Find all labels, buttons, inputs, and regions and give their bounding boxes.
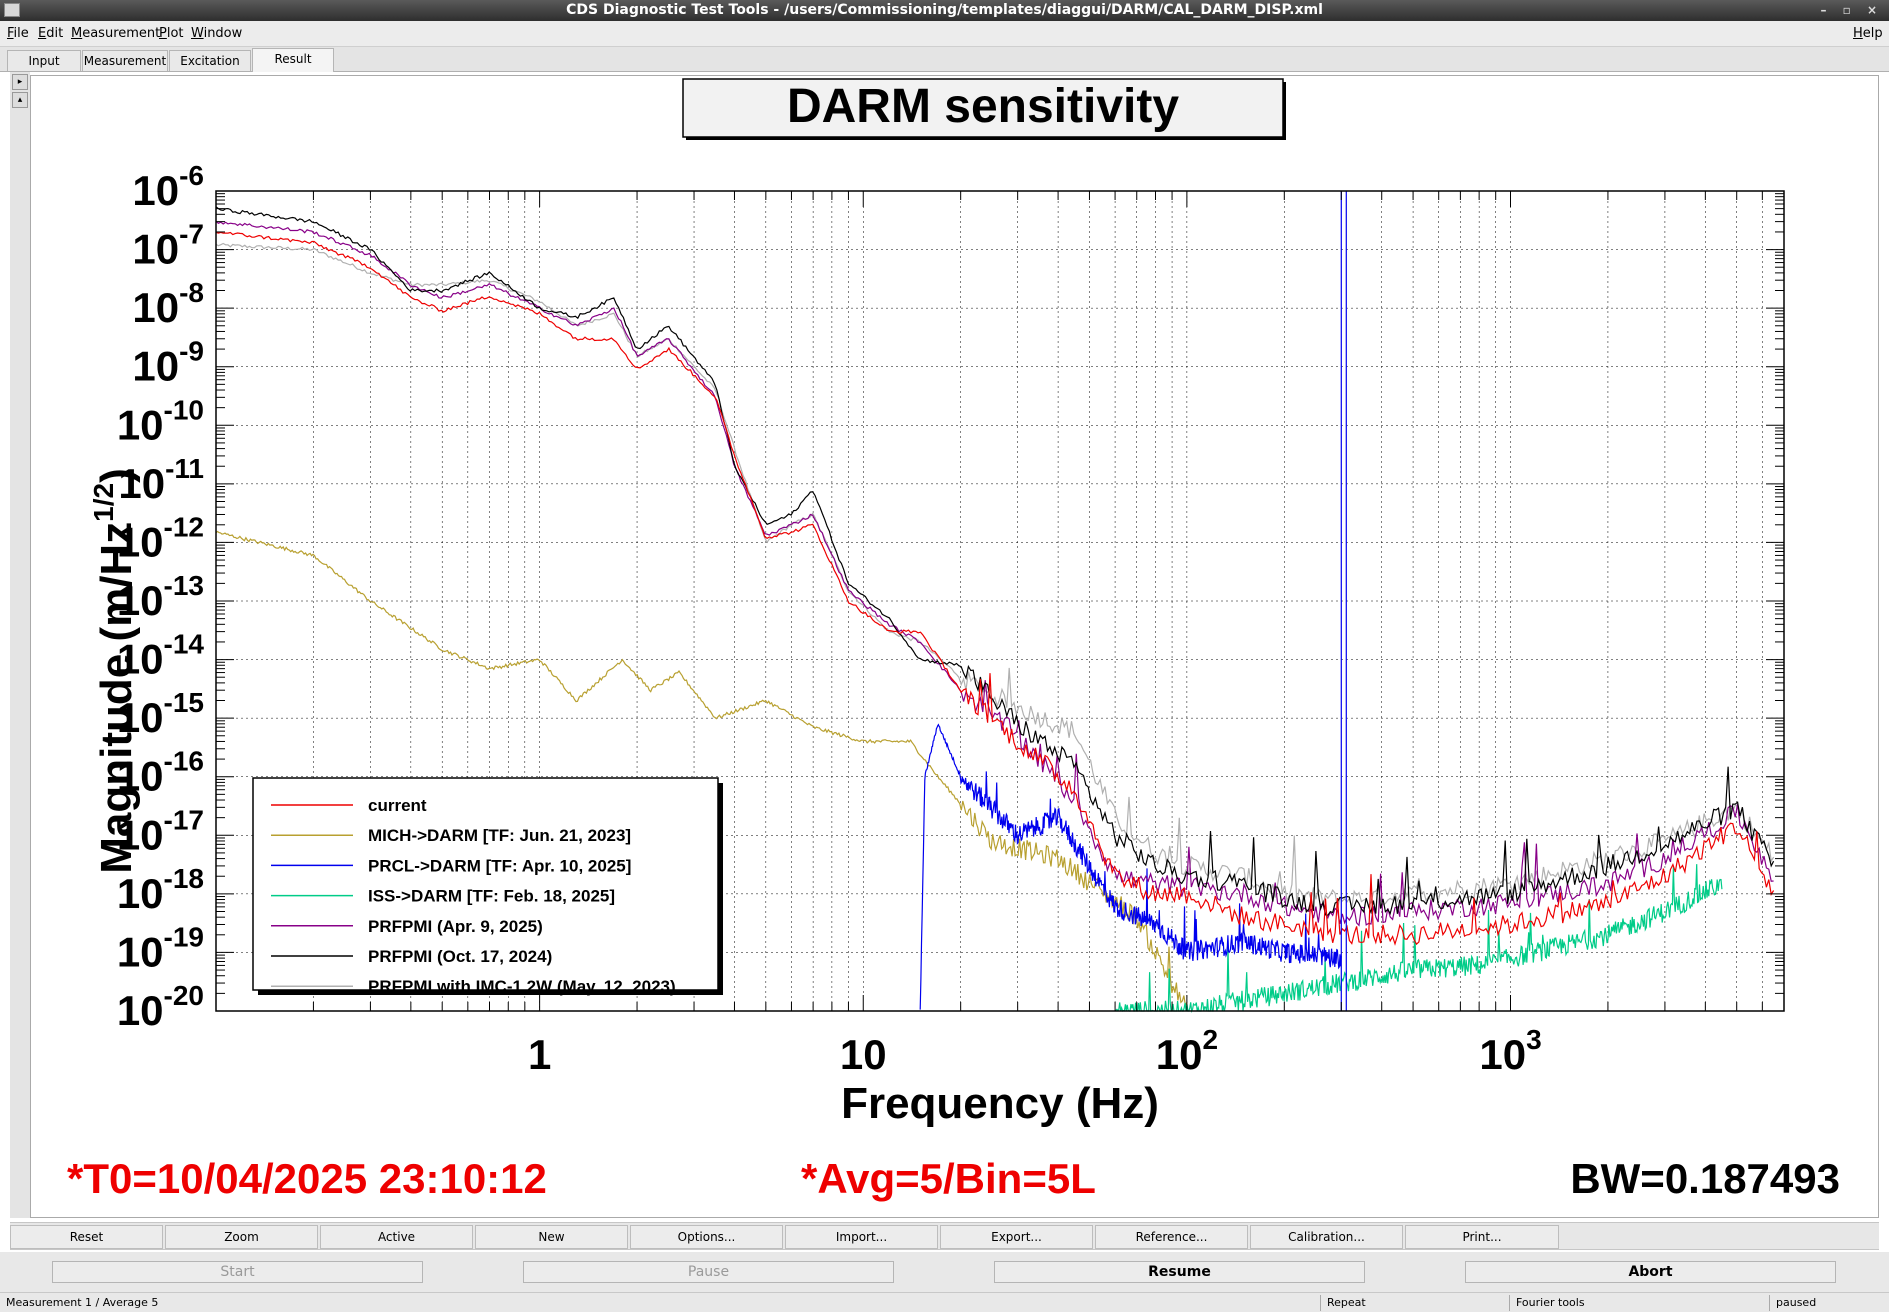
title-box: DARM sensitivity <box>682 78 1286 140</box>
tab-input[interactable]: Input <box>7 50 81 71</box>
y-tick-label: 10-11 <box>118 453 204 507</box>
menu-measurement[interactable]: Measurement <box>71 26 161 41</box>
y-tick-label: 10-18 <box>117 863 204 917</box>
reference-button[interactable]: Reference... <box>1095 1225 1248 1249</box>
y-tick-label: 10-9 <box>132 336 204 390</box>
y-tick-label: 10-17 <box>117 804 204 858</box>
x-tick-label: 103 <box>1479 1024 1541 1078</box>
x-axis-label: Frequency (Hz) <box>841 1079 1159 1128</box>
window-title: CDS Diagnostic Test Tools - /users/Commi… <box>566 2 1323 18</box>
legend-label: PRFPMI with IMC-1.2W (May. 12, 2023) <box>368 977 676 996</box>
y-tick-label: 10-6 <box>132 160 204 214</box>
x-tick-label: 10 <box>840 1031 887 1078</box>
bandwidth-label: BW=0.187493 <box>1570 1155 1840 1202</box>
x-tick-label: 1 <box>528 1031 551 1078</box>
status-repeat: Repeat <box>1327 1296 1366 1309</box>
series-layer <box>215 191 1775 1014</box>
plot-side-panel: ▸ ▴ <box>10 72 30 1218</box>
y-tick-label: 10-19 <box>117 921 204 975</box>
plot-pad[interactable]: 10-6 10-7 10-8 10-9 10-10 10-11 10-12 10-13 10-1… <box>30 75 1879 1218</box>
series-line <box>215 206 1775 916</box>
calibration-button[interactable]: Calibration... <box>1250 1225 1403 1249</box>
plot-toolbar: Reset Zoom Active New Options... Import.… <box>10 1222 1879 1250</box>
menu-plot[interactable]: Plot <box>159 26 184 41</box>
legend: current MICH->DARM [TF: Jun. 21, 2023] PRC… <box>252 777 723 996</box>
y-tick-label: 10-7 <box>132 219 204 273</box>
tab-bar: Input Measurement Excitation Result <box>0 47 1889 72</box>
export-button[interactable]: Export... <box>940 1225 1093 1249</box>
axes <box>215 190 1785 1012</box>
menu-help[interactable]: Help <box>1853 26 1883 41</box>
menu-file[interactable]: File <box>7 26 29 41</box>
menu-bar: File Edit Measurement Plot Window Help <box>0 21 1889 47</box>
y-axis-label: Magnitude (m/Hz1/2) <box>88 468 141 874</box>
y-tick-label: 10-15 <box>117 687 204 741</box>
tab-excitation[interactable]: Excitation <box>169 50 251 71</box>
legend-label: PRFPMI (Apr. 9, 2025) <box>368 917 543 936</box>
x-tick-label: 102 <box>1156 1024 1218 1078</box>
print-button[interactable]: Print... <box>1405 1225 1559 1249</box>
y-tick-label: 10-14 <box>117 629 205 683</box>
series-line <box>919 723 1342 1010</box>
y-tick-label: 10-20 <box>117 980 204 1034</box>
series-line <box>215 231 1775 946</box>
t0-label: *T0=10/04/2025 23:10:12 <box>67 1155 547 1202</box>
options-button[interactable]: Options... <box>630 1225 783 1249</box>
resume-button[interactable]: Resume <box>994 1261 1365 1283</box>
tab-measurement[interactable]: Measurement <box>82 50 168 71</box>
status-state: paused <box>1776 1296 1817 1309</box>
y-tick-labels: 10-610-710-810-910-1010-1110-1210-1310-1… <box>117 160 205 1034</box>
expand-up-icon[interactable]: ▴ <box>12 92 28 108</box>
series-line <box>215 220 1774 927</box>
darm-sensitivity-chart: 10-610-710-810-910-1010-1110-1210-1310-1… <box>67 78 1840 1202</box>
menu-edit[interactable]: Edit <box>38 26 64 41</box>
status-bar: Measurement 1 / Average 5 Repeat Fourier… <box>0 1292 1889 1312</box>
y-tick-label: 10-10 <box>117 394 204 448</box>
legend-label: MICH->DARM [TF: Jun. 21, 2023] <box>368 826 631 845</box>
import-button[interactable]: Import... <box>785 1225 938 1249</box>
tab-result[interactable]: Result <box>252 48 334 72</box>
status-measurement: Measurement 1 / Average 5 <box>6 1296 159 1309</box>
pause-button[interactable]: Pause <box>523 1261 894 1283</box>
y-tick-label: 10-16 <box>117 746 204 800</box>
legend-label: PRFPMI (Oct. 17, 2024) <box>368 947 552 966</box>
status-fourier: Fourier tools <box>1516 1296 1585 1309</box>
plot-title: DARM sensitivity <box>787 80 1179 133</box>
legend-label: current <box>368 796 427 815</box>
window-titlebar: CDS Diagnostic Test Tools - /users/Commi… <box>0 0 1889 21</box>
new-button[interactable]: New <box>475 1225 628 1249</box>
window-controls[interactable]: – ▫ × <box>1820 3 1883 17</box>
legend-label: ISS->DARM [TF: Feb. 18, 2025] <box>368 887 615 906</box>
x-tick-labels: 1 10 102 103 <box>528 1024 1542 1078</box>
menu-window[interactable]: Window <box>191 26 243 41</box>
reset-button[interactable]: Reset <box>10 1225 163 1249</box>
active-button[interactable]: Active <box>320 1225 473 1249</box>
y-tick-label: 10-12 <box>117 511 204 565</box>
zoom-button[interactable]: Zoom <box>165 1225 318 1249</box>
series-line <box>215 530 1188 1008</box>
measurement-controls: Start Pause Resume Abort <box>0 1252 1889 1292</box>
y-tick-label: 10-13 <box>117 570 204 624</box>
legend-label: PRCL->DARM [TF: Apr. 10, 2025] <box>368 856 631 875</box>
avg-label: *Avg=5/Bin=5L <box>801 1155 1096 1202</box>
y-tick-label: 10-8 <box>132 277 204 331</box>
abort-button[interactable]: Abort <box>1465 1261 1836 1283</box>
start-button[interactable]: Start <box>52 1261 423 1283</box>
expand-right-icon[interactable]: ▸ <box>12 74 28 90</box>
app-icon <box>4 3 20 17</box>
series-line <box>1114 864 1723 1014</box>
